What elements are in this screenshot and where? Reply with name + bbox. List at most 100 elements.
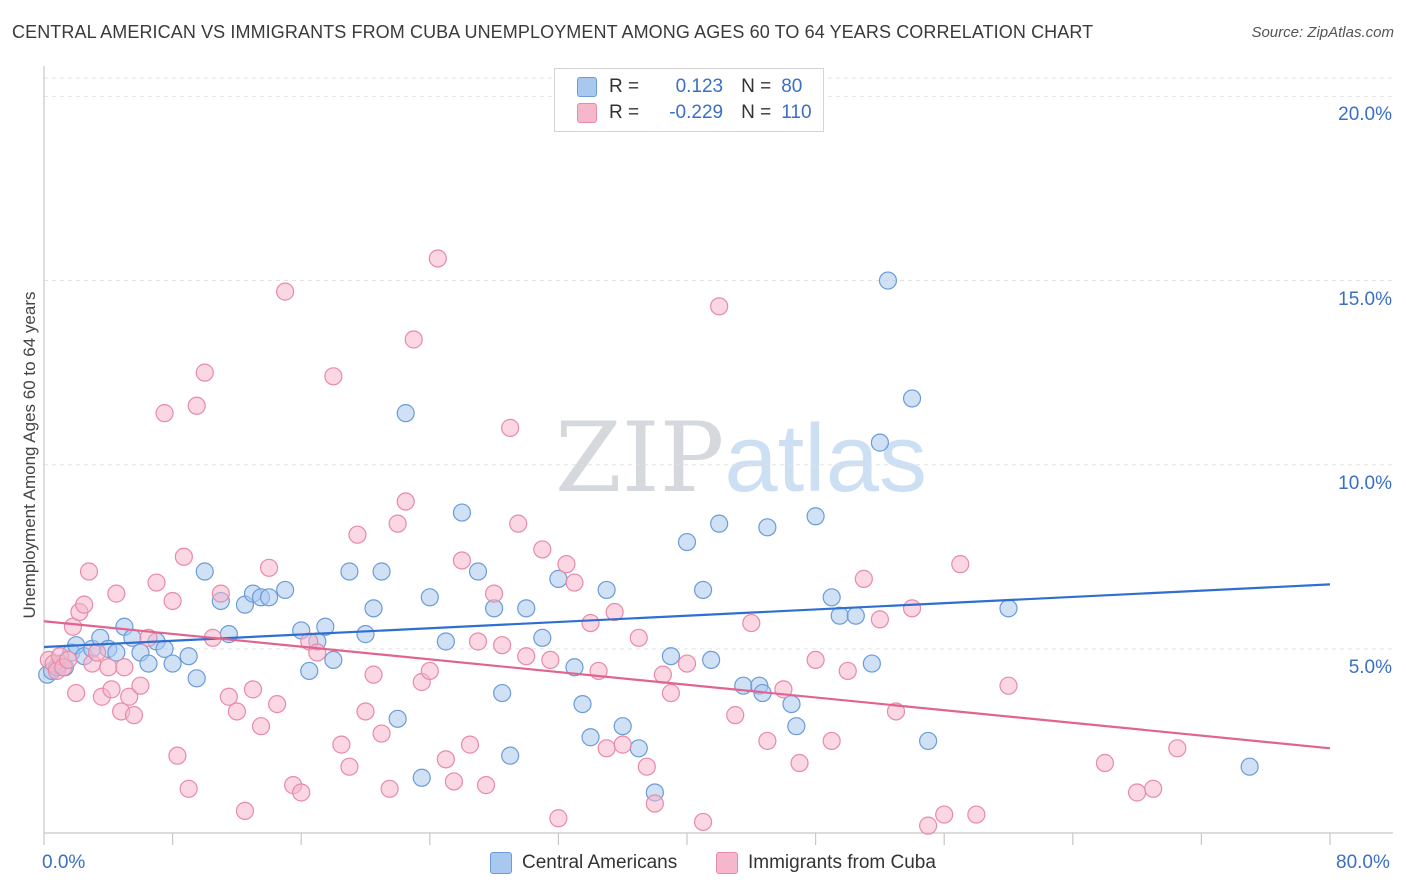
y-tick-label: 20.0% xyxy=(1338,104,1392,126)
central-americans-point xyxy=(259,588,279,607)
trend-lines xyxy=(43,583,1331,750)
immigrants-from-cuba-point xyxy=(565,573,584,592)
immigrants-from-cuba-point xyxy=(380,779,399,798)
immigrants-from-cuba-point xyxy=(501,418,520,437)
immigrants-from-cuba-point xyxy=(870,610,890,629)
immigrants-from-cuba-point xyxy=(1168,739,1187,758)
x-tick-label-max: 80.0% xyxy=(1336,852,1390,873)
series-central-americans xyxy=(38,271,1259,802)
central-americans-point xyxy=(493,683,512,703)
immigrants-from-cuba-point xyxy=(476,776,496,795)
immigrants-from-cuba-point xyxy=(115,658,134,677)
legend-n-value: 110 xyxy=(781,102,812,123)
central-americans-point xyxy=(806,507,825,526)
immigrants-from-cuba-point xyxy=(517,647,536,666)
legend-row-immigrants-from-cuba: R = -0.229 N = 110 xyxy=(577,101,812,125)
immigrants-from-cuba-point xyxy=(396,492,415,511)
central-americans-point xyxy=(501,746,520,765)
immigrants-from-cuba-point xyxy=(404,330,423,349)
immigrants-from-cuba-point xyxy=(485,584,504,603)
immigrants-from-cuba-point xyxy=(677,654,697,673)
central-americans-point xyxy=(597,580,616,600)
legend-r-value: 0.123 xyxy=(675,76,724,97)
central-americans-point xyxy=(517,599,536,618)
immigrants-from-cuba-point xyxy=(436,750,455,769)
correlation-legend: R = 0.123 N = 80 R = -0.229 N = 110 xyxy=(554,68,824,132)
immigrants-from-cuba-point xyxy=(131,676,150,695)
immigrants-from-cuba-point xyxy=(211,584,230,603)
central-americans-point xyxy=(581,728,600,747)
central-americans-point xyxy=(999,599,1018,618)
immigrants-from-cuba-point xyxy=(637,757,656,776)
immigrants-from-cuba-point xyxy=(259,558,279,577)
immigrants-from-cuba-point xyxy=(1127,783,1147,802)
immigrants-from-cuba-point xyxy=(332,735,351,754)
central-americans-point xyxy=(340,562,359,581)
immigrants-from-cuba-point xyxy=(452,551,472,570)
immigrants-from-cuba-point xyxy=(541,650,560,670)
immigrants-from-cuba-point xyxy=(195,363,214,382)
central-americans-point xyxy=(396,404,415,423)
legend-n-label: N = xyxy=(741,102,772,123)
immigrants-from-cuba-point xyxy=(509,514,528,533)
central-americans-point xyxy=(276,580,295,600)
central-americans-point xyxy=(787,717,806,736)
immigrants-from-cuba-point xyxy=(276,282,295,301)
immigrants-from-cuba-point xyxy=(388,514,407,533)
immigrants-from-cuba-point xyxy=(364,665,383,684)
legend-row-central-americans: R = 0.123 N = 80 xyxy=(577,75,802,99)
immigrants-from-cuba-point xyxy=(356,702,375,721)
immigrants-from-cuba-point xyxy=(187,396,206,415)
y-tick-label: 10.0% xyxy=(1338,472,1392,494)
immigrants-from-cuba-point xyxy=(292,783,311,802)
legend-item-immigrants-from-cuba[interactable]: Immigrants from Cuba xyxy=(716,852,936,874)
immigrants-from-cuba-point xyxy=(460,735,480,754)
central-americans-point xyxy=(388,709,407,728)
immigrants-from-cuba-point xyxy=(163,591,182,611)
central-americans-point xyxy=(1240,757,1259,776)
immigrants-from-cuba-point xyxy=(420,661,439,681)
legend-r-label: R = xyxy=(609,76,640,97)
immigrants-from-cuba-point xyxy=(75,595,94,614)
legend-label: Immigrants from Cuba xyxy=(748,852,936,873)
immigrants-from-cuba-point xyxy=(468,632,488,651)
immigrants-from-cuba-point xyxy=(235,801,255,821)
central-americans-point xyxy=(372,562,391,581)
legend-swatch-blue xyxy=(577,77,597,97)
immigrants-from-cuba-point xyxy=(951,555,970,574)
chart-title: CENTRAL AMERICAN VS IMMIGRANTS FROM CUBA… xyxy=(12,22,1094,42)
immigrants-from-cuba-point xyxy=(919,816,938,835)
trend-line-immigrants-from-cuba xyxy=(43,620,1331,750)
series-immigrants-from-cuba xyxy=(39,249,1187,835)
immigrants-from-cuba-point xyxy=(999,676,1018,695)
immigrants-from-cuba-point xyxy=(67,683,86,703)
y-tick-label: 5.0% xyxy=(1348,656,1392,678)
immigrants-from-cuba-point xyxy=(168,746,187,765)
central-americans-point xyxy=(179,647,198,666)
immigrants-from-cuba-point xyxy=(533,540,552,559)
central-americans-point xyxy=(300,661,319,681)
immigrants-from-cuba-point xyxy=(99,658,118,677)
central-americans-point xyxy=(822,588,841,607)
immigrants-from-cuba-point xyxy=(838,661,857,681)
immigrants-from-cuba-point xyxy=(87,643,107,662)
central-americans-point xyxy=(862,654,881,673)
central-americans-point xyxy=(629,739,648,758)
axes xyxy=(43,66,1393,845)
central-americans-point xyxy=(702,650,721,670)
immigrants-from-cuba-point xyxy=(886,702,906,721)
immigrants-from-cuba-point xyxy=(613,735,632,754)
immigrants-from-cuba-point xyxy=(243,680,263,699)
immigrants-from-cuba-point xyxy=(372,724,391,743)
central-americans-point xyxy=(573,694,592,714)
immigrants-from-cuba-point xyxy=(124,706,144,725)
legend-item-central-americans[interactable]: Central Americans xyxy=(490,852,677,874)
immigrants-from-cuba-point xyxy=(102,680,121,699)
immigrants-from-cuba-point xyxy=(645,794,664,813)
immigrants-from-cuba-point xyxy=(324,367,343,386)
central-americans-point xyxy=(710,514,729,533)
central-americans-point xyxy=(187,669,206,688)
central-americans-point xyxy=(163,654,182,673)
immigrants-from-cuba-point xyxy=(179,779,198,798)
central-americans-point xyxy=(468,562,488,581)
